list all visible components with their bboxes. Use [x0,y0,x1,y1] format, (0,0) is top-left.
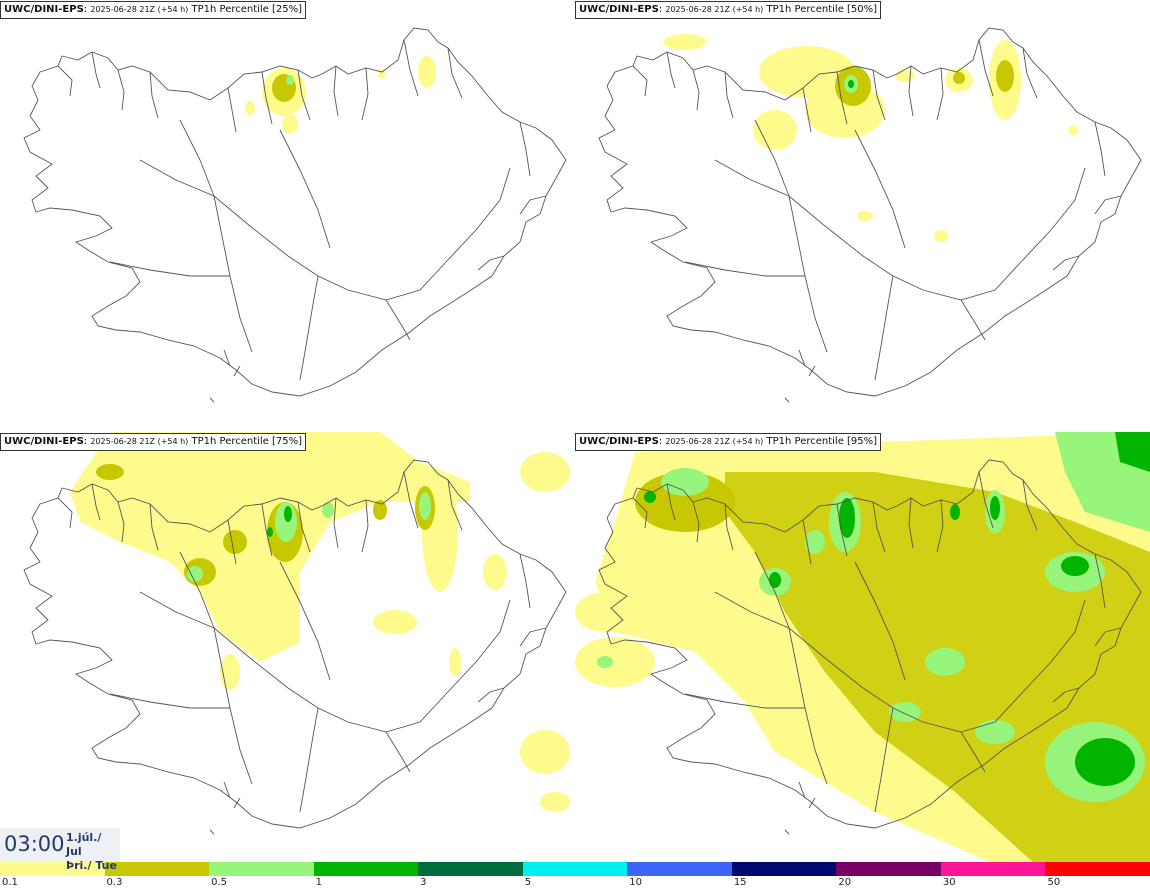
panel-title: UWC/DINI-EPS: 2025-06-28 21Z (+54 h) TP1… [0,433,307,451]
legend-tick-label: 5 [524,877,532,888]
date-line-1: 1.júl./ Jul [66,831,102,858]
map-panel-50: UWC/DINI-EPS: 2025-06-28 21Z (+54 h) TP1… [575,0,1150,432]
legend-swatch [940,862,1046,876]
model-name: UWC/DINI-EPS [4,436,84,447]
run-time: 2025-06-28 21Z (+54 h) [665,5,764,14]
precip-legend: 0.1 0.3 0.5 1 3 5 10 15 20 30 50 [0,862,1150,891]
model-name: UWC/DINI-EPS [4,4,84,15]
map-panel-75: UWC/DINI-EPS: 2025-06-28 21Z (+54 h) TP1… [0,432,575,864]
legend-tick-label: 3 [420,877,427,888]
valid-date: 1.júl./ Jul Þri./ Tue [66,831,120,873]
date-line-2: Þri./ Tue [66,859,117,872]
run-time: 2025-06-28 21Z (+54 h) [90,437,189,446]
field-name: TP1h Percentile [75%] [191,436,303,447]
map-panel-25: UWC/DINI-EPS: 2025-06-28 21Z (+54 h) TP1… [0,0,575,432]
precip-map-50 [598,27,1142,403]
panel-title: UWC/DINI-EPS: 2025-06-28 21Z (+54 h) TP1… [575,433,882,451]
valid-time-box: 03:00 1.júl./ Jul Þri./ Tue [0,828,120,872]
run-time: 2025-06-28 21Z (+54 h) [90,5,189,14]
legend-tick-label: 0.1 [2,877,18,888]
panel-title: UWC/DINI-EPS: 2025-06-28 21Z (+54 h) TP1… [0,1,307,19]
model-name: UWC/DINI-EPS [579,436,659,447]
model-name: UWC/DINI-EPS [579,4,659,15]
legend-swatch [104,862,210,876]
legend-swatch [418,862,523,876]
legend-swatch [836,862,941,876]
valid-time: 03:00 [4,832,65,856]
legend-swatch [0,862,105,876]
precip-map-95 [575,432,1150,864]
map-panel-95: UWC/DINI-EPS: 2025-06-28 21Z (+54 h) TP1… [575,432,1150,864]
legend-tick-label: 10 [629,877,642,888]
legend-tick-label: 50 [1047,877,1061,888]
legend-swatch [1045,862,1150,876]
run-time: 2025-06-28 21Z (+54 h) [665,437,764,446]
legend-tick-label: 15 [733,877,747,888]
legend-swatch [731,862,837,876]
legend-swatch [209,862,314,876]
legend-tick-label: 30 [942,877,956,888]
field-name: TP1h Percentile [50%] [766,4,878,15]
panel-title: UWC/DINI-EPS: 2025-06-28 21Z (+54 h) TP1… [575,1,882,19]
legend-swatch [313,862,419,876]
field-name: TP1h Percentile [25%] [191,4,303,15]
precip-map-75 [23,432,570,835]
legend-swatch [522,862,628,876]
legend-tick-label: 0.5 [211,877,227,888]
legend-tick-label: 20 [838,877,852,888]
legend-colorbar [0,862,1150,876]
legend-swatch [627,862,732,876]
field-name: TP1h Percentile [95%] [766,436,878,447]
precip-map-25 [23,27,567,403]
legend-tick-label: 0.3 [106,877,123,888]
legend-tick-label: 1 [315,877,322,888]
